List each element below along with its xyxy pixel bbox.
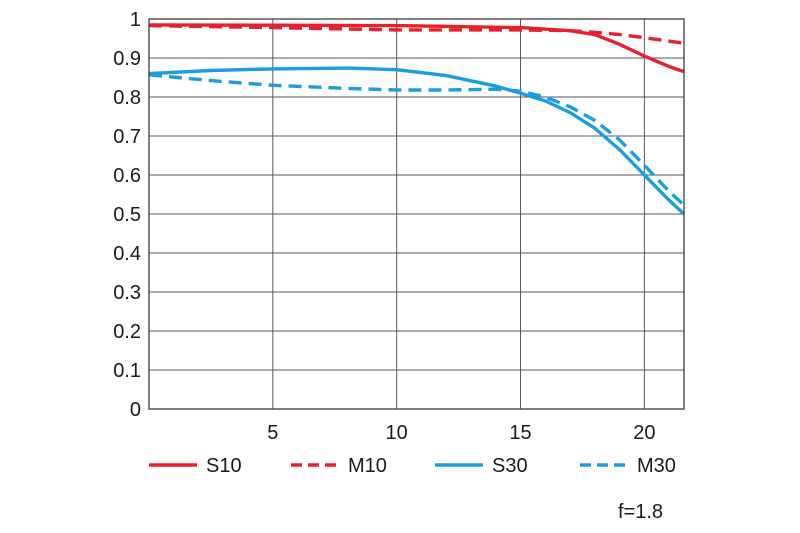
legend-label-s10: S10 [206, 455, 242, 477]
x-tick-label: 20 [633, 422, 655, 444]
x-tick-label: 5 [267, 422, 278, 444]
series-lines [148, 23, 686, 216]
series-line-m30 [148, 73, 686, 207]
plot-frame [148, 18, 685, 410]
legend-label-s30: S30 [492, 455, 528, 477]
aperture-annotation: f=1.8 [618, 501, 663, 523]
series-line-m10 [148, 23, 685, 45]
y-tick-label: 0.7 [113, 126, 141, 148]
y-tick-label: 0.9 [113, 48, 141, 70]
series-line-s30 [148, 66, 686, 216]
series-line-s10 [148, 23, 685, 74]
y-tick-label: 0.4 [113, 243, 141, 265]
y-tick-label: 0.1 [113, 360, 141, 382]
y-tick-label: 0.2 [113, 321, 141, 343]
x-tick-label: 10 [386, 422, 408, 444]
legend-label-m30: M30 [637, 455, 676, 477]
y-tick-label: 0.6 [113, 165, 141, 187]
legend: S10 M10 S30 M30 [149, 455, 676, 477]
y-tick-label: 0.3 [113, 282, 141, 304]
y-axis-tick-labels: 0 0.1 0.2 0.3 0.4 0.5 0.6 0.7 0.8 0.9 1 [113, 9, 141, 421]
grid [149, 18, 684, 410]
y-tick-label: 1 [130, 9, 141, 31]
y-tick-label: 0.8 [113, 87, 141, 109]
legend-label-m10: M10 [348, 455, 387, 477]
x-tick-label: 15 [509, 422, 531, 444]
x-axis-tick-labels: 5 10 15 20 [267, 422, 655, 444]
y-tick-label: 0.5 [113, 204, 141, 226]
y-tick-label: 0 [130, 399, 141, 421]
